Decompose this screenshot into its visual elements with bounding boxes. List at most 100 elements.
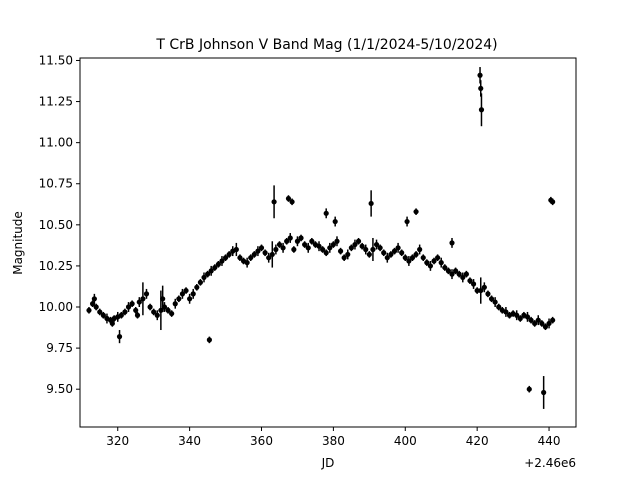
y-tick-label: 10.75 — [39, 177, 73, 191]
series-point — [201, 272, 207, 283]
series-point — [86, 307, 92, 314]
data-point — [219, 258, 225, 264]
data-point — [496, 304, 502, 310]
series-point — [452, 267, 459, 275]
data-point — [109, 320, 115, 327]
axes-frame — [79, 57, 577, 428]
data-point — [226, 251, 232, 258]
series-point — [474, 287, 480, 294]
series-point — [409, 254, 416, 261]
x-offset-label: +2.46e6 — [524, 456, 576, 470]
y-tick-label: 9.50 — [46, 382, 73, 396]
series-point — [248, 254, 254, 261]
series-point — [528, 316, 534, 324]
data-point — [151, 309, 157, 315]
series-point — [154, 310, 160, 321]
data-point — [542, 324, 549, 330]
data-point — [179, 291, 186, 297]
series-point — [136, 297, 142, 308]
data-point — [485, 291, 491, 297]
series-point — [539, 320, 545, 327]
series-point — [445, 267, 452, 275]
series-point — [492, 297, 498, 308]
data-point — [161, 304, 168, 310]
data-point — [532, 320, 538, 327]
series-point — [377, 244, 383, 252]
outlier-point — [323, 208, 329, 219]
data-point — [431, 258, 437, 264]
data-point — [413, 209, 419, 215]
data-point — [165, 307, 171, 313]
series-point — [116, 330, 123, 344]
series-point — [222, 254, 229, 261]
series-point — [237, 254, 243, 261]
chart-title: T CrB Johnson V Band Mag (1/1/2024-5/10/… — [155, 37, 497, 53]
y-axis: 9.50 9.75 10.00 10.25 10.50 10.75 11.00 11.25 11… — [39, 53, 80, 396]
data-point — [478, 85, 484, 92]
data-point — [116, 333, 123, 340]
data-point — [118, 312, 124, 318]
series-point — [330, 241, 336, 248]
data-point — [524, 314, 531, 320]
data-point — [140, 296, 146, 302]
series-point — [352, 239, 358, 250]
data-point — [535, 317, 541, 323]
y-tick-label: 10.00 — [39, 300, 73, 314]
data-point — [316, 243, 322, 249]
data-point — [417, 246, 423, 253]
series-point — [442, 264, 448, 271]
series-point — [388, 251, 394, 258]
y-axis-label: Magnitude — [11, 211, 25, 275]
series-point — [208, 265, 214, 276]
data-point — [526, 386, 532, 392]
series-point — [470, 279, 477, 289]
series-point — [402, 254, 408, 261]
series-point — [391, 247, 398, 255]
data-point — [409, 255, 416, 261]
series-point — [435, 254, 441, 261]
data-point — [284, 238, 290, 244]
data-point — [345, 251, 351, 258]
x-axis-label: JD — [321, 456, 335, 470]
data-point — [323, 250, 329, 256]
data-point — [488, 296, 495, 302]
series-point — [406, 256, 412, 266]
series-point — [496, 303, 502, 311]
data-point — [320, 246, 326, 253]
data-point — [352, 241, 358, 248]
data-point — [368, 200, 374, 207]
series-point — [485, 290, 491, 298]
data-point — [492, 299, 498, 305]
series-point — [550, 316, 556, 324]
data-point — [332, 218, 338, 225]
series-point — [233, 242, 239, 257]
data-point — [183, 287, 189, 294]
series-point — [134, 311, 141, 319]
series-point — [481, 282, 487, 293]
outlier-point — [478, 93, 485, 127]
data-point — [463, 271, 469, 277]
data-point — [517, 315, 523, 322]
data-point — [147, 304, 153, 310]
data-point — [248, 255, 254, 261]
data-point — [406, 258, 412, 264]
data-point — [125, 304, 132, 310]
data-point — [237, 255, 243, 261]
data-point — [399, 250, 405, 256]
data-point — [93, 304, 99, 310]
data-point — [391, 248, 398, 254]
data-point — [541, 389, 547, 396]
data-point — [187, 296, 193, 302]
data-point — [323, 210, 329, 216]
data-point — [244, 260, 250, 266]
data-point — [266, 255, 272, 261]
series-point — [269, 241, 275, 268]
data-point — [291, 246, 297, 253]
data-point — [100, 312, 106, 318]
data-point — [215, 261, 221, 267]
data-point — [546, 320, 552, 327]
series-point — [532, 320, 538, 327]
data-point — [337, 248, 344, 254]
series-point — [100, 311, 106, 319]
series-point — [514, 310, 520, 321]
